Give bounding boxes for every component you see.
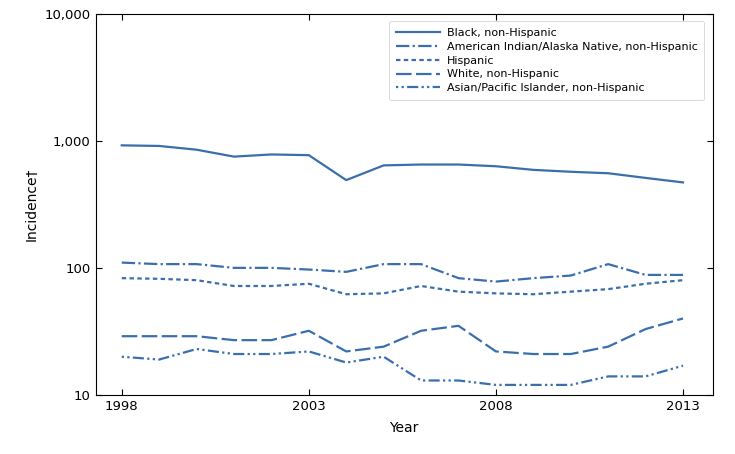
Y-axis label: Incidence†: Incidence†: [25, 168, 39, 241]
American Indian/Alaska Native, non-Hispanic: [492, 279, 501, 284]
White, non-Hispanic: [567, 351, 576, 357]
Hispanic: [454, 289, 463, 294]
Black, non-Hispanic: [603, 171, 612, 176]
Asian/Pacific Islander, non-Hispanic: [529, 382, 538, 388]
Hispanic: [641, 281, 650, 286]
Black, non-Hispanic: [192, 147, 201, 153]
Asian/Pacific Islander, non-Hispanic: [379, 354, 388, 360]
Hispanic: [379, 291, 388, 296]
Black, non-Hispanic: [118, 143, 126, 148]
American Indian/Alaska Native, non-Hispanic: [603, 262, 612, 267]
Legend: Black, non-Hispanic, American Indian/Alaska Native, non-Hispanic, Hispanic, Whit: Black, non-Hispanic, American Indian/Ala…: [389, 21, 704, 100]
Asian/Pacific Islander, non-Hispanic: [342, 360, 351, 365]
Asian/Pacific Islander, non-Hispanic: [603, 374, 612, 379]
White, non-Hispanic: [529, 351, 538, 357]
White, non-Hispanic: [492, 349, 501, 354]
Black, non-Hispanic: [267, 152, 276, 157]
Line: Black, non-Hispanic: Black, non-Hispanic: [122, 145, 683, 183]
Black, non-Hispanic: [417, 162, 426, 167]
White, non-Hispanic: [304, 328, 313, 334]
Asian/Pacific Islander, non-Hispanic: [192, 346, 201, 352]
American Indian/Alaska Native, non-Hispanic: [342, 269, 351, 275]
Black, non-Hispanic: [567, 169, 576, 174]
Asian/Pacific Islander, non-Hispanic: [417, 378, 426, 383]
Hispanic: [603, 286, 612, 292]
White, non-Hispanic: [417, 328, 426, 334]
Black, non-Hispanic: [529, 167, 538, 173]
Black, non-Hispanic: [678, 180, 687, 185]
American Indian/Alaska Native, non-Hispanic: [192, 262, 201, 267]
Black, non-Hispanic: [641, 175, 650, 181]
Hispanic: [192, 277, 201, 283]
Asian/Pacific Islander, non-Hispanic: [567, 382, 576, 388]
Asian/Pacific Islander, non-Hispanic: [118, 354, 126, 360]
White, non-Hispanic: [603, 344, 612, 350]
Line: Asian/Pacific Islander, non-Hispanic: Asian/Pacific Islander, non-Hispanic: [122, 349, 683, 385]
Black, non-Hispanic: [229, 154, 238, 159]
White, non-Hispanic: [342, 349, 351, 354]
American Indian/Alaska Native, non-Hispanic: [118, 260, 126, 265]
Hispanic: [155, 276, 164, 281]
American Indian/Alaska Native, non-Hispanic: [379, 262, 388, 267]
Hispanic: [342, 291, 351, 297]
Asian/Pacific Islander, non-Hispanic: [304, 349, 313, 354]
Hispanic: [492, 291, 501, 296]
Line: American Indian/Alaska Native, non-Hispanic: American Indian/Alaska Native, non-Hispa…: [122, 262, 683, 281]
White, non-Hispanic: [454, 323, 463, 329]
White, non-Hispanic: [678, 316, 687, 321]
American Indian/Alaska Native, non-Hispanic: [267, 265, 276, 271]
Black, non-Hispanic: [342, 178, 351, 183]
White, non-Hispanic: [192, 334, 201, 339]
Hispanic: [304, 281, 313, 286]
White, non-Hispanic: [118, 334, 126, 339]
American Indian/Alaska Native, non-Hispanic: [417, 262, 426, 267]
White, non-Hispanic: [229, 337, 238, 343]
American Indian/Alaska Native, non-Hispanic: [567, 273, 576, 278]
Line: White, non-Hispanic: White, non-Hispanic: [122, 318, 683, 354]
Hispanic: [417, 283, 426, 289]
American Indian/Alaska Native, non-Hispanic: [678, 272, 687, 278]
American Indian/Alaska Native, non-Hispanic: [229, 265, 238, 271]
Hispanic: [567, 289, 576, 294]
Black, non-Hispanic: [155, 143, 164, 148]
Asian/Pacific Islander, non-Hispanic: [492, 382, 501, 388]
X-axis label: Year: Year: [390, 421, 419, 435]
Black, non-Hispanic: [454, 162, 463, 167]
Asian/Pacific Islander, non-Hispanic: [678, 363, 687, 368]
Hispanic: [229, 283, 238, 289]
Black, non-Hispanic: [379, 163, 388, 168]
Asian/Pacific Islander, non-Hispanic: [267, 351, 276, 357]
White, non-Hispanic: [379, 344, 388, 350]
Black, non-Hispanic: [492, 163, 501, 169]
White, non-Hispanic: [267, 337, 276, 343]
Hispanic: [678, 277, 687, 283]
American Indian/Alaska Native, non-Hispanic: [641, 272, 650, 278]
Asian/Pacific Islander, non-Hispanic: [454, 378, 463, 383]
Hispanic: [529, 291, 538, 297]
Line: Hispanic: Hispanic: [122, 278, 683, 294]
Black, non-Hispanic: [304, 153, 313, 158]
Asian/Pacific Islander, non-Hispanic: [229, 351, 238, 357]
American Indian/Alaska Native, non-Hispanic: [454, 276, 463, 281]
Asian/Pacific Islander, non-Hispanic: [155, 357, 164, 362]
White, non-Hispanic: [155, 334, 164, 339]
American Indian/Alaska Native, non-Hispanic: [155, 262, 164, 267]
White, non-Hispanic: [641, 326, 650, 332]
American Indian/Alaska Native, non-Hispanic: [529, 276, 538, 281]
Hispanic: [118, 276, 126, 281]
Hispanic: [267, 283, 276, 289]
American Indian/Alaska Native, non-Hispanic: [304, 267, 313, 272]
Asian/Pacific Islander, non-Hispanic: [641, 374, 650, 379]
